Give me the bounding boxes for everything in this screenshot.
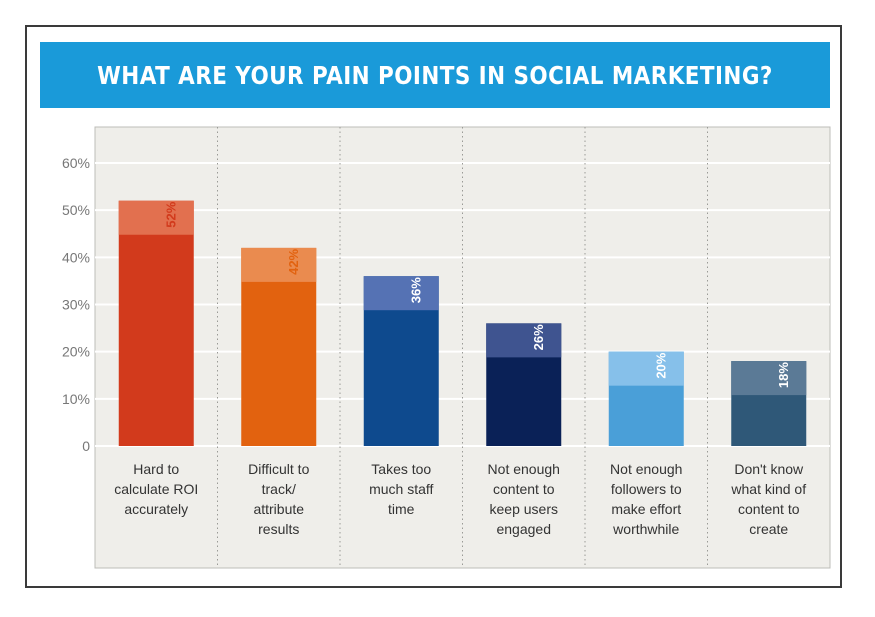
category-label: Not enough: [488, 461, 560, 477]
y-tick-label: 50%: [62, 202, 90, 218]
bar-value-label: 26%: [531, 324, 546, 350]
bar-highlight: [363, 276, 439, 311]
category-label: Don't know: [734, 461, 804, 477]
bar: [118, 200, 194, 446]
category-label: content to: [493, 481, 555, 497]
category-label: content to: [738, 501, 800, 517]
category-label: create: [749, 521, 788, 537]
bar-value-label: 18%: [776, 362, 791, 388]
bar-value-label: 36%: [409, 277, 424, 303]
category-label: Not enough: [610, 461, 682, 477]
bar-highlight: [608, 351, 684, 386]
category-label: Hard to: [133, 461, 179, 477]
y-tick-label: 40%: [62, 249, 90, 265]
category-label: followers to: [611, 481, 682, 497]
bar-value-label: 42%: [286, 248, 301, 274]
y-tick-label: 10%: [62, 391, 90, 407]
bar-highlight: [118, 200, 194, 235]
category-label: Takes too: [371, 461, 431, 477]
category-label: calculate ROI: [114, 481, 198, 497]
category-label: make effort: [611, 501, 681, 517]
y-tick-label: 30%: [62, 297, 90, 313]
bar-highlight: [241, 247, 317, 282]
category-label: what kind of: [730, 481, 806, 497]
category-label: worthwhile: [612, 521, 679, 537]
category-label: Difficult to: [248, 461, 309, 477]
category-label: engaged: [496, 521, 551, 537]
category-label: keep users: [490, 501, 558, 517]
y-tick-label: 60%: [62, 155, 90, 171]
category-label: much staff: [369, 481, 433, 497]
category-label: track/: [262, 481, 296, 497]
bar-highlight: [486, 323, 562, 358]
bar-value-label: 52%: [164, 201, 179, 227]
title-banner: WHAT ARE YOUR PAIN POINTS IN SOCIAL MARK…: [40, 42, 830, 108]
bar-value-label: 20%: [654, 352, 669, 378]
y-tick-label: 20%: [62, 344, 90, 360]
category-label: attribute: [253, 501, 304, 517]
y-tick-label: 0: [82, 438, 90, 454]
bar-highlight: [731, 361, 807, 396]
category-label: time: [388, 501, 415, 517]
chart-title: WHAT ARE YOUR PAIN POINTS IN SOCIAL MARK…: [97, 60, 773, 90]
category-label: accurately: [124, 501, 188, 517]
category-label: results: [258, 521, 299, 537]
